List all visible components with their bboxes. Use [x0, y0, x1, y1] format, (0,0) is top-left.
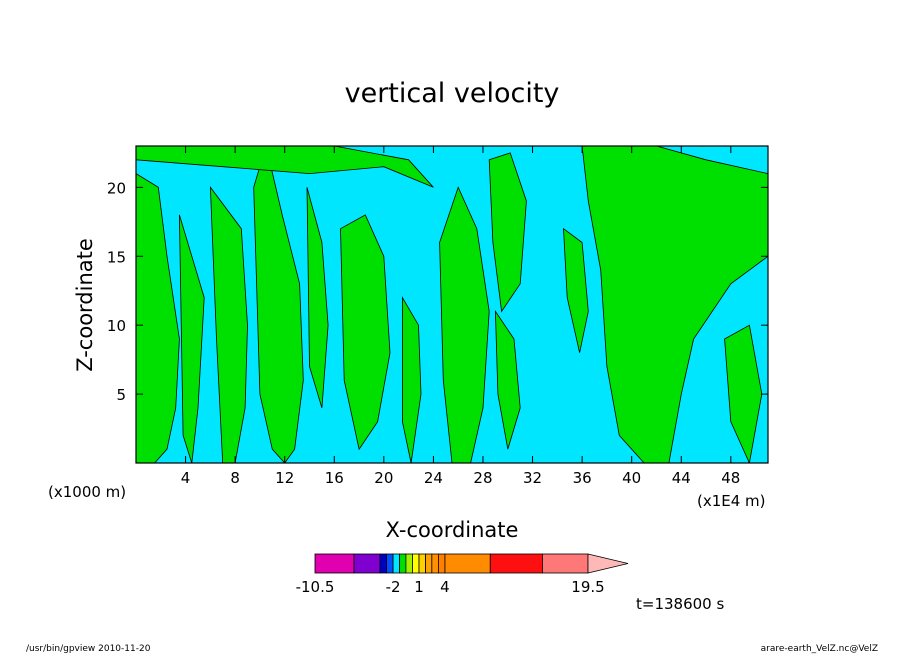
- time-label: t=138600 s: [636, 595, 724, 613]
- x-tick-label: 8: [230, 469, 240, 487]
- y-tick-label: 20: [107, 179, 126, 197]
- contour-region-top-band: [136, 146, 434, 188]
- colorbar-tick-label: -2: [386, 578, 401, 596]
- x-tick-label: 4: [181, 469, 191, 487]
- x-tick-label: 24: [424, 469, 443, 487]
- colorbar-bin: [489, 553, 543, 574]
- y-tick-label: 10: [107, 317, 126, 335]
- x-unit-label-left: (x1000 m): [48, 483, 126, 501]
- contour-region-col-b: [209, 186, 248, 463]
- colorbar-bin: [314, 553, 355, 574]
- colorbar-bin: [437, 553, 446, 574]
- colorbar-bin: [431, 553, 439, 574]
- x-tick-label: 44: [672, 469, 691, 487]
- contour-region-col-h: [488, 152, 527, 313]
- colorbar-tick-label: -10.5: [296, 578, 335, 596]
- contour-regions: [136, 146, 768, 463]
- colorbar-tick-label: 1: [414, 578, 424, 596]
- x-tick-label: 28: [473, 469, 492, 487]
- colorbar-bin: [444, 553, 491, 574]
- colorbar-bin: [542, 553, 589, 574]
- y-axis-ticks: 5 10 15 20: [107, 179, 768, 404]
- x-axis-ticks: 4 8 12 16 20 24 28 32 36 40 44 48: [181, 146, 740, 487]
- colorbar-bin: [412, 553, 420, 574]
- x-unit-label-right: (x1E4 m): [697, 492, 766, 510]
- colorbar-bin: [425, 553, 433, 574]
- colorbar-bin: [379, 553, 387, 574]
- footer-right: arare-earth_VelZ.nc@VelZ: [761, 644, 878, 654]
- x-tick-label: 20: [374, 469, 393, 487]
- contour-region-col-j: [563, 227, 589, 353]
- colorbar-bin: [353, 553, 381, 574]
- contour-region-right-low: [724, 324, 763, 463]
- contour-region-col-d: [306, 187, 329, 409]
- contour-region-col-f: [401, 296, 422, 463]
- x-axis-label: X-coordinate: [386, 518, 519, 542]
- colorbar-tick-label: 19.5: [571, 578, 604, 596]
- contour-region-col-e: [340, 214, 391, 451]
- colorbar-bin: [392, 553, 401, 574]
- contour-region-col-g: [439, 186, 490, 463]
- contour-region-col-i: [494, 310, 521, 450]
- x-tick-label: 48: [721, 469, 740, 487]
- contour-region-right-main: [581, 146, 768, 463]
- colorbar-bin: [418, 553, 426, 574]
- y-axis-label: Z-coordinate: [73, 238, 97, 372]
- colorbar: -10.5 -2 1 4 19.5: [296, 553, 629, 596]
- footer-left: /usr/bin/gpview 2010-11-20: [26, 644, 151, 654]
- plot-area: [135, 145, 769, 464]
- y-tick-label: 5: [116, 386, 126, 404]
- colorbar-bin: [405, 553, 413, 574]
- x-tick-label: 32: [523, 469, 542, 487]
- colorbar-bin: [386, 553, 394, 574]
- colorbar-bin: [399, 553, 407, 574]
- x-tick-label: 16: [325, 469, 344, 487]
- y-tick-label: 15: [107, 248, 126, 266]
- contour-region-col-a: [179, 214, 205, 463]
- chart-title: vertical velocity: [345, 78, 560, 109]
- x-tick-label: 40: [622, 469, 641, 487]
- colorbar-arrow: [587, 553, 629, 574]
- plot-frame: [135, 145, 769, 464]
- contour-region-left-edge: [136, 173, 180, 463]
- contour-region-col-c: [253, 146, 304, 463]
- x-tick-label: 36: [573, 469, 592, 487]
- x-tick-label: 12: [275, 469, 294, 487]
- colorbar-tick-label: 4: [440, 578, 450, 596]
